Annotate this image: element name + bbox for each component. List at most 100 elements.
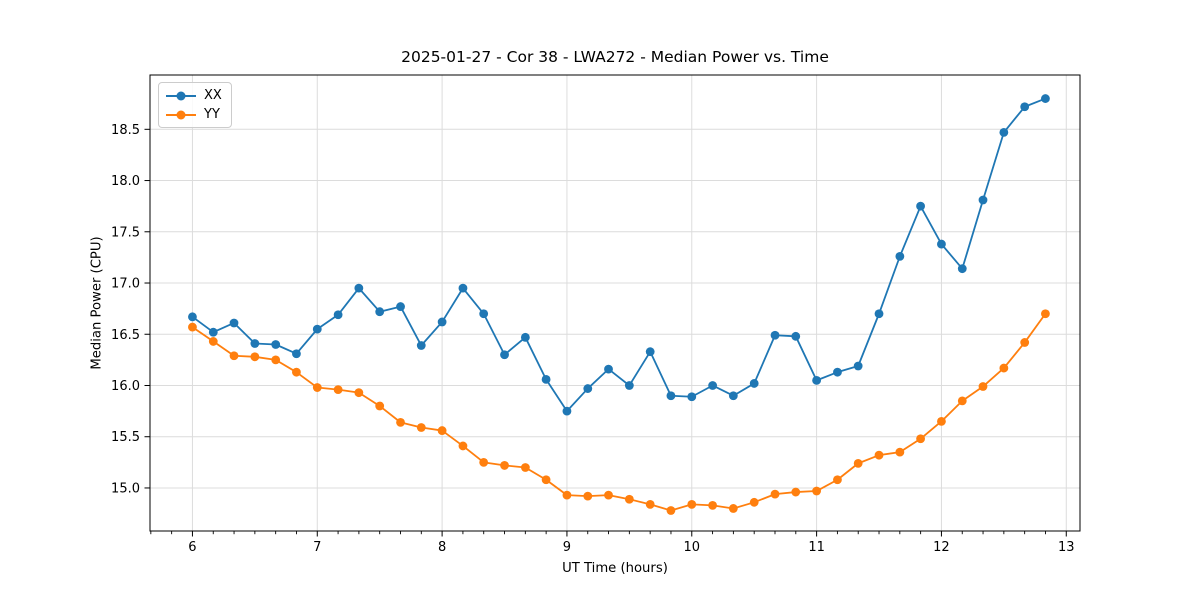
series-XX-point — [1020, 102, 1030, 112]
series-XX-point — [791, 331, 801, 341]
series-YY-point — [500, 461, 509, 470]
series-XX-point — [500, 350, 509, 360]
series-YY-point — [687, 499, 697, 509]
series-YY-point — [833, 475, 842, 485]
x-tick-label: 8 — [438, 540, 446, 555]
series-XX-point — [458, 283, 468, 293]
series-XX-point — [687, 392, 697, 402]
series-XX-point — [333, 310, 343, 320]
series-YY-point — [333, 385, 343, 394]
series-YY-point — [375, 401, 385, 411]
series-YY-point — [666, 506, 676, 515]
series-XX-point — [853, 361, 863, 371]
series-XX-point — [541, 374, 551, 384]
series-XX-point — [562, 406, 572, 416]
series-YY-point — [250, 352, 260, 362]
series-XX-line — [191, 97, 1047, 413]
series-XX-point — [354, 283, 364, 293]
series-YY-point — [874, 450, 884, 460]
series-XX-point — [604, 364, 613, 374]
y-axis-label: Median Power (CPU) — [89, 236, 105, 370]
y-tick-label: 16.5 — [111, 328, 140, 343]
series-XX-point — [770, 330, 780, 340]
series-XX-point — [437, 317, 447, 327]
plot-border — [149, 74, 1081, 532]
series-YY-point — [853, 458, 863, 468]
series-YY-point — [312, 383, 322, 392]
series-YY-point — [895, 447, 905, 457]
x-tick-label: 11 — [808, 540, 825, 555]
series-YY-point — [437, 426, 447, 435]
series-XX-point — [833, 367, 842, 377]
series-YY-point — [728, 504, 738, 513]
legend-item-xx: XX — [166, 87, 222, 104]
series-YY-point — [562, 490, 572, 500]
series-YY-point — [937, 416, 946, 426]
legend-sample-yy — [166, 110, 196, 120]
series-YY-point — [292, 367, 301, 377]
series-YY-point — [271, 355, 281, 365]
series-YY-line — [191, 312, 1047, 512]
series-YY-point — [229, 351, 239, 361]
series-YY-point — [604, 490, 613, 500]
series-XX-point — [188, 312, 197, 322]
y-tick-label: 16.0 — [111, 379, 140, 394]
series-YY-point — [770, 489, 780, 499]
series-YY-point — [208, 337, 218, 346]
series-XX-point — [416, 341, 426, 350]
series-XX-point — [749, 379, 759, 388]
series-YY-point — [957, 396, 967, 406]
series-YY-point — [749, 497, 759, 507]
series-YY-point — [1020, 338, 1030, 347]
x-tick-label: 13 — [1058, 540, 1075, 555]
series-XX-point — [396, 302, 405, 311]
legend-marker-icon — [176, 110, 186, 119]
x-tick-label: 9 — [563, 540, 571, 555]
series-XX-point — [978, 195, 988, 205]
x-axis-label: UT Time (hours) — [562, 561, 668, 576]
series-XX-point — [229, 318, 239, 328]
series-YY-point — [916, 434, 925, 444]
series-YY-point — [645, 499, 655, 509]
legend-label-yy: YY — [204, 107, 220, 122]
legend-label-xx: XX — [204, 88, 222, 103]
x-tick-label: 12 — [933, 540, 950, 555]
y-tick-label: 17.5 — [111, 225, 140, 240]
series-XX-point — [271, 340, 281, 349]
series-YY-point — [458, 441, 468, 451]
legend-sample-xx — [166, 91, 196, 101]
series-XX-point — [999, 127, 1009, 137]
series-XX-point — [708, 381, 718, 390]
series-XX-point — [479, 309, 489, 319]
series-XX-point — [666, 391, 676, 401]
series-YY-point — [812, 486, 822, 496]
x-tick-label: 7 — [313, 540, 321, 555]
series-YY-point — [520, 463, 530, 472]
y-tick-label: 15.0 — [111, 481, 140, 496]
y-tick-label: 17.0 — [111, 277, 140, 292]
chart-title: 2025-01-27 - Cor 38 - LWA272 - Median Po… — [401, 48, 829, 66]
series-XX-point — [250, 339, 260, 348]
series-YY-point — [978, 382, 988, 391]
series-XX-point — [312, 324, 322, 334]
series-XX-point — [895, 251, 905, 261]
series-YY-point — [999, 363, 1009, 373]
series-YY-point — [541, 475, 551, 485]
series-XX-point — [208, 327, 218, 337]
series-YY-point — [396, 417, 405, 427]
series-XX-point — [812, 375, 822, 385]
series-YY-point — [188, 322, 197, 332]
legend: XX YY — [158, 82, 232, 128]
legend-marker-icon — [176, 91, 186, 100]
series-YY-point — [479, 457, 489, 467]
series-XX-point — [583, 384, 593, 393]
legend-item-yy: YY — [166, 106, 222, 123]
series-YY-point — [791, 487, 801, 497]
series-YY-point — [354, 388, 364, 398]
series-YY-point — [416, 423, 426, 432]
y-tick-label: 18.0 — [111, 174, 140, 189]
series-XX-point — [957, 264, 967, 274]
x-tick-label: 10 — [683, 540, 700, 555]
